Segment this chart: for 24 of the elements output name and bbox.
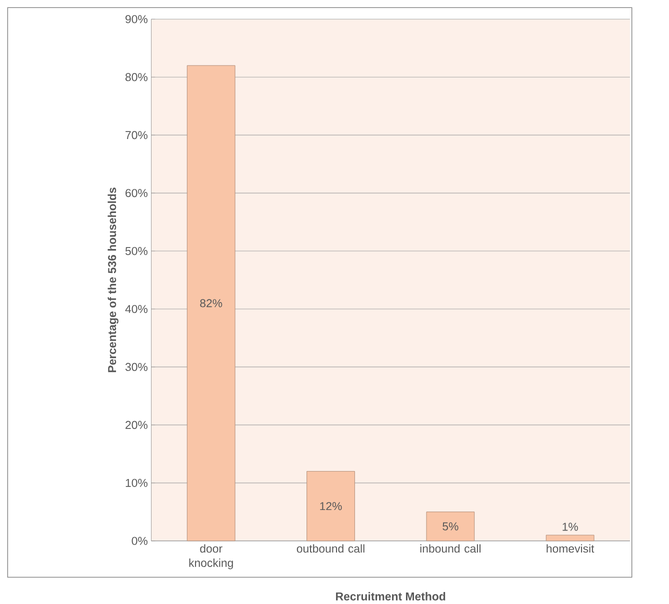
y-tick-label: 10% [126, 478, 148, 487]
y-tick-label: 90% [126, 15, 148, 24]
data-label: 1% [562, 522, 578, 531]
x-tick-label: outbound call [296, 544, 364, 553]
y-axis-title: Percentage of the 536 households [108, 188, 118, 372]
bar [186, 65, 236, 542]
y-tick-label: 60% [126, 188, 148, 198]
y-tick-label: 20% [126, 420, 148, 429]
y-tick-label: 30% [125, 362, 148, 371]
y-tick-label: 50% [125, 246, 148, 256]
bar [546, 534, 594, 542]
data-label: 5% [442, 522, 458, 530]
x-axis-title: Recruitment Method [336, 592, 446, 600]
y-tick-label: 40% [125, 304, 148, 314]
data-label: 12% [320, 502, 342, 510]
y-tick-label: 70% [126, 131, 148, 140]
x-tick-label: door knocking [189, 544, 233, 570]
y-tick-label: 0% [132, 536, 148, 545]
bar [306, 471, 355, 542]
y-tick-label: 80% [125, 73, 148, 82]
x-tick-label: inbound call [420, 544, 481, 553]
bar [426, 512, 475, 542]
x-tick-label: homevisit [546, 544, 594, 553]
data-label: 82% [200, 299, 222, 308]
